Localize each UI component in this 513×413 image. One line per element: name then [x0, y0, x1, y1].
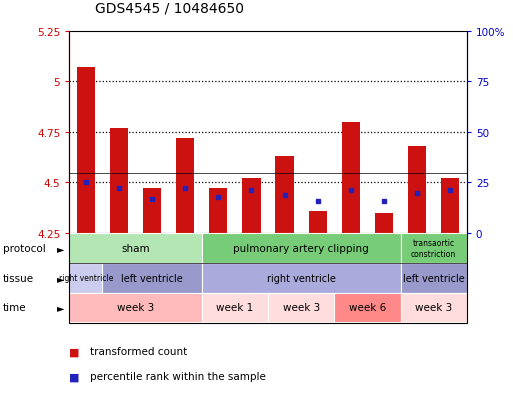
Text: week 3: week 3 [117, 303, 154, 313]
Bar [77, 68, 95, 233]
Text: right ventricle: right ventricle [58, 273, 113, 282]
Text: tissue: tissue [3, 273, 34, 283]
Text: right ventricle: right ventricle [267, 273, 336, 283]
Text: week 3: week 3 [415, 303, 452, 313]
Bar [342, 123, 360, 233]
Text: ►: ► [56, 243, 64, 253]
Text: pulmonary artery clipping: pulmonary artery clipping [233, 243, 369, 253]
Text: transaortic
constriction: transaortic constriction [411, 239, 457, 258]
Bar [209, 189, 227, 233]
Text: transformed count: transformed count [90, 347, 187, 356]
Text: week 3: week 3 [283, 303, 320, 313]
Text: sham: sham [121, 243, 150, 253]
Text: ►: ► [56, 273, 64, 283]
Text: left ventricle: left ventricle [403, 273, 465, 283]
Bar [143, 189, 161, 233]
Bar [441, 179, 459, 233]
Text: week 6: week 6 [349, 303, 386, 313]
Bar [110, 128, 128, 233]
Text: GDS4545 / 10484650: GDS4545 / 10484650 [95, 1, 244, 15]
Text: week 1: week 1 [216, 303, 253, 313]
Bar [309, 211, 327, 233]
Text: time: time [3, 303, 26, 313]
Bar [408, 147, 426, 233]
Bar [275, 157, 294, 233]
Text: percentile rank within the sample: percentile rank within the sample [90, 371, 266, 381]
Text: ■: ■ [69, 371, 80, 381]
Text: ■: ■ [69, 347, 80, 356]
Bar [375, 213, 393, 233]
Text: ►: ► [56, 303, 64, 313]
Text: protocol: protocol [3, 243, 45, 253]
Text: left ventricle: left ventricle [121, 273, 183, 283]
Bar [176, 139, 194, 233]
Bar [242, 179, 261, 233]
